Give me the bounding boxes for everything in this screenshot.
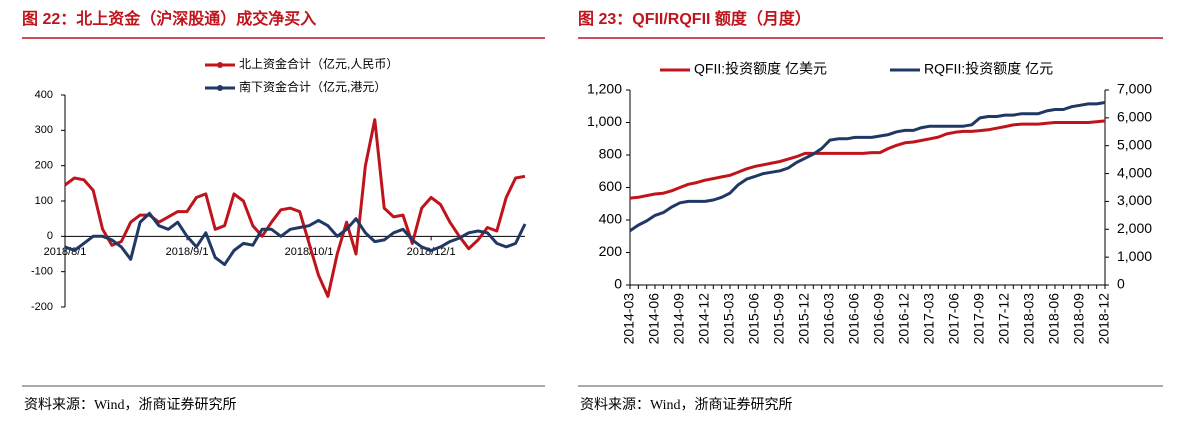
- x-tick-label: 2017-09: [971, 293, 987, 345]
- x-tick-label: 2016-12: [896, 293, 912, 345]
- chart-title: 图 23：QFII/RQFII 额度（月度）: [578, 9, 811, 28]
- x-tick-label: 2018/9/1: [166, 246, 209, 258]
- legend-marker: [217, 85, 223, 91]
- y-tick-label: -200: [31, 301, 53, 313]
- y-tick-label: 0: [614, 276, 622, 292]
- y-tick-label: 800: [599, 146, 623, 162]
- y2-tick-label: 3,000: [1117, 192, 1152, 208]
- x-tick-label: 2016-03: [821, 293, 837, 345]
- series-line: [629, 119, 1106, 200]
- x-tick-label: 2017-03: [921, 293, 937, 345]
- x-tick-label: 2017-12: [996, 293, 1012, 345]
- x-tick-label: 2015-12: [796, 293, 812, 345]
- y-tick-label: 200: [35, 160, 53, 172]
- series-line: [64, 211, 527, 267]
- legend-marker: [217, 62, 223, 68]
- y2-tick-label: 4,000: [1117, 164, 1152, 180]
- x-tick-label: 2015-06: [746, 293, 762, 345]
- legend-label: QFII:投资额度 亿美元: [694, 61, 827, 77]
- y-tick-label: 600: [599, 178, 623, 194]
- legend-label: RQFII:投资额度 亿元: [924, 61, 1053, 77]
- chart: -200 -100 0 100 200 300 400 2018/8/1 2018/9/1 201…: [31, 89, 527, 313]
- x-tick-label: 2018-12: [1096, 293, 1112, 345]
- y2-tick-label: 7,000: [1117, 81, 1152, 97]
- x-tick-label: 2014-09: [671, 293, 687, 345]
- chart: 0 200 400 600 800 1,000 1,200 0 1,000 2,000 3,000 4…: [587, 81, 1152, 345]
- y2-tick-label: 0: [1117, 276, 1125, 292]
- source-note: 资料来源：Wind，浙商证券研究所: [580, 397, 793, 413]
- legend-label: 南下资金合计（亿元,港元）: [239, 79, 386, 94]
- chart-title: 图 22：北上资金（沪深股通）成交净买入: [22, 9, 316, 28]
- y2-tick-label: 5,000: [1117, 136, 1152, 152]
- x-tick-label: 2018-09: [1071, 293, 1087, 345]
- source-note: 资料来源：Wind，浙商证券研究所: [24, 397, 237, 413]
- y-tick-label: 1,000: [587, 113, 622, 129]
- series-line: [629, 101, 1106, 232]
- y-tick-label: 200: [599, 243, 623, 259]
- x-tick-label: 2018/12/1: [407, 246, 456, 258]
- series-line: [64, 118, 526, 298]
- x-tick-label: 2018-06: [1046, 293, 1062, 345]
- y-tick-label: -100: [31, 266, 53, 278]
- y-tick-label: 1,200: [587, 81, 622, 97]
- y-tick-label: 400: [35, 89, 53, 101]
- y-tick-label: 100: [35, 195, 53, 207]
- legend-label: 北上资金合计（亿元,人民币）: [239, 56, 398, 71]
- x-tick-label: 2016-06: [846, 293, 862, 345]
- y2-tick-label: 2,000: [1117, 220, 1152, 236]
- y-tick-label: 400: [599, 211, 623, 227]
- x-tick-label: 2018/10/1: [285, 246, 334, 258]
- x-tick-label: 2018-03: [1021, 293, 1037, 345]
- y2-tick-label: 1,000: [1117, 248, 1152, 264]
- x-tick-label: 2016-09: [871, 293, 887, 345]
- x-tick-label: 2014-12: [696, 293, 712, 345]
- x-tick-label: 2015-09: [771, 293, 787, 345]
- y-tick-label: 0: [47, 230, 53, 242]
- y2-tick-label: 6,000: [1117, 109, 1152, 125]
- y-tick-label: 300: [35, 124, 53, 136]
- x-tick-label: 2015-03: [721, 293, 737, 345]
- x-tick-label: 2014-06: [646, 293, 662, 345]
- x-tick-label: 2018/8/1: [44, 246, 87, 258]
- x-tick-label: 2014-03: [621, 293, 637, 345]
- x-tick-label: 2017-06: [946, 293, 962, 345]
